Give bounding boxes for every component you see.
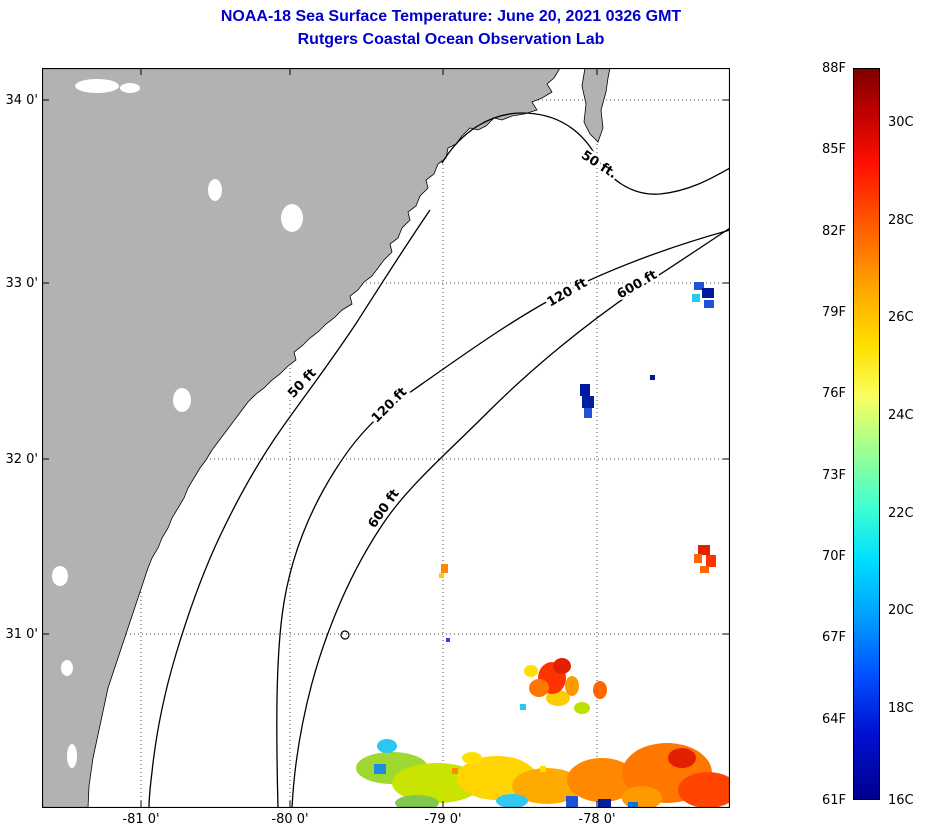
sst-map-canvas: 50 ft. 50 ft 120 ft 120 ft 600 ft 600 ft [41,67,731,809]
colorbar-c-label: 30C [888,115,914,130]
page-subtitle: Rutgers Coastal Ocean Observation Lab [297,31,605,48]
colorbar-c-label: 22C [888,506,914,521]
colorbar-c-label: 24C [888,408,914,423]
page-title: NOAA-18 Sea Surface Temperature: June 20… [220,8,682,25]
sst-map: 50 ft. 50 ft 120 ft 120 ft 600 ft 600 ft [41,67,731,809]
sst-patch-orange-mid [439,564,450,642]
colorbar-f-label: 76F [821,386,846,401]
contour-label-120ft-south: 120 ft [369,385,410,426]
depth-contour-50ft-north [441,112,730,195]
sst-patch-warm-cluster [520,658,607,714]
x-axis-tick-label: -80 0' [271,812,309,827]
colorbar-f-label: 79F [821,305,846,320]
axis-ticks [42,68,730,808]
x-axis-tick-label: -81 0' [122,812,160,827]
colorbar-f-label: 70F [821,549,846,564]
colorbar-c-label: 20C [888,603,914,618]
map-border [41,67,731,809]
colorbar-f-label: 64F [821,712,846,727]
depth-contour-600ft [291,227,730,808]
colorbar-c-label: 18C [888,701,914,716]
land-mass [42,68,561,808]
depth-contour-50ft-south [148,209,431,808]
colorbar-c-label: 16C [888,793,914,808]
x-axis-tick-label: -78 0' [578,812,616,827]
colorbar-f-label: 73F [821,468,846,483]
contour-label-600ft-north: 600 ft [615,268,660,303]
depth-contour-closed-ring [340,630,350,640]
contour-label-600ft-south: 600 ft [366,487,403,531]
y-axis-tick-label: 32 0' [5,452,38,467]
y-axis-tick-label: 33 0' [5,276,38,291]
contour-label-50ft-north: 50 ft. [578,148,619,182]
colorbar-f-label: 85F [821,142,846,157]
sst-patch-offshore-blue [692,282,714,308]
colorbar-c-label: 26C [888,310,914,325]
cloud-patches [52,79,303,768]
y-axis-tick-label: 34 0' [5,93,38,108]
colorbar-gradient [853,68,880,800]
colorbar-f-label: 82F [821,224,846,239]
land-peninsula [581,68,611,143]
colorbar-f-label: 61F [821,793,846,808]
colorbar-f-label: 88F [821,61,846,76]
sst-patch-bottom-band [356,739,730,808]
y-axis-tick-label: 31 0' [5,627,38,642]
sst-patch-red-right [694,545,716,573]
sst-patch-navy-mid [580,375,655,418]
colorbar-f-label: 67F [821,630,846,645]
x-axis-tick-label: -79 0' [424,812,462,827]
contour-label-120ft-north: 120 ft [545,276,590,311]
depth-contour-120ft [276,229,730,808]
map-header: NOAA-18 Sea Surface Temperature: June 20… [0,5,902,51]
colorbar-c-label: 28C [888,213,914,228]
